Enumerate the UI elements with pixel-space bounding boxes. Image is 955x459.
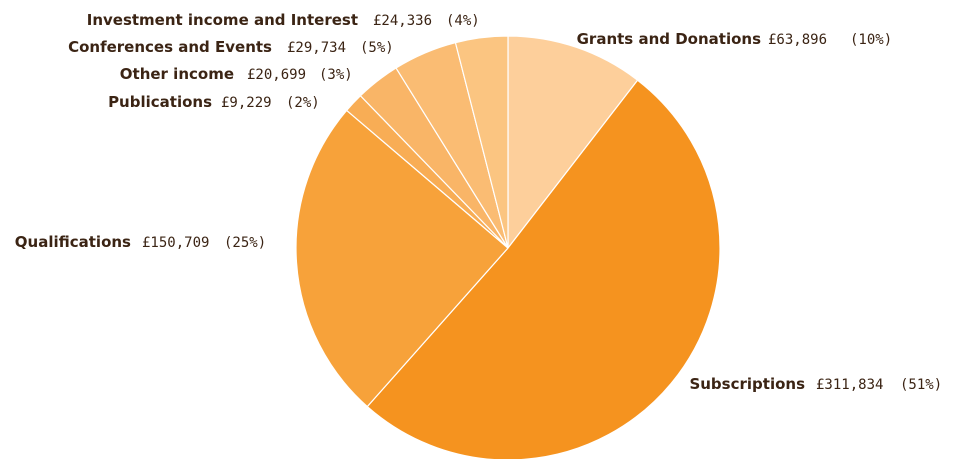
label-publications: Publications £9,229 (2%) (108, 93, 320, 111)
label-amount: £63,896 (768, 32, 827, 48)
label-percent: (2%) (286, 95, 320, 111)
label-percent: (10%) (850, 32, 892, 48)
label-amount: £24,336 (373, 13, 432, 29)
label-name: Investment income and Interest (87, 11, 358, 29)
label-grants-and-donations: Grants and Donations £63,896 (10%) (577, 30, 893, 48)
label-name: Qualifications (15, 233, 131, 251)
label-name: Subscriptions (689, 375, 805, 393)
label-name: Other income (120, 65, 234, 83)
label-other-income: Other income £20,699 (3%) (120, 65, 353, 83)
label-subscriptions: Subscriptions £311,834 (51%) (689, 375, 942, 393)
label-amount: £29,734 (287, 40, 346, 56)
label-percent: (3%) (319, 67, 353, 83)
pie-slice-qualifications (295, 109, 509, 408)
pie-slice-grants-and-donations (507, 35, 639, 250)
pie-slice-investment-income-and-interest (454, 35, 509, 249)
label-amount: £9,229 (221, 95, 272, 111)
label-amount: £150,709 (142, 235, 209, 251)
label-amount: £311,834 (816, 377, 883, 393)
pie-slices (295, 35, 721, 459)
label-conferences-and-events: Conferences and Events £29,734 (5%) (68, 38, 394, 56)
label-name: Publications (108, 93, 212, 111)
label-amount: £20,699 (247, 67, 306, 83)
label-percent: (51%) (900, 377, 942, 393)
label-percent: (25%) (224, 235, 266, 251)
label-percent: (5%) (360, 40, 394, 56)
label-name: Conferences and Events (68, 38, 272, 56)
label-investment-income-and-interest: Investment income and Interest £24,336 (… (87, 11, 480, 29)
label-name: Grants and Donations (577, 30, 761, 48)
label-qualifications: Qualifications £150,709 (25%) (15, 233, 266, 251)
label-percent: (4%) (446, 13, 480, 29)
pie-slice-subscriptions (366, 79, 721, 459)
